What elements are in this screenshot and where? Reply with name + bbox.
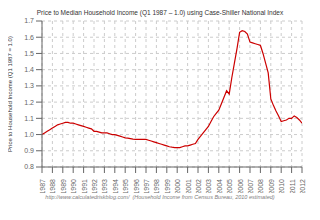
svg-text:2009: 2009: [268, 179, 275, 193]
svg-text:2007: 2007: [247, 179, 254, 193]
svg-text:1.1: 1.1: [24, 115, 34, 122]
svg-text:2012: 2012: [299, 179, 306, 193]
svg-text:1.5: 1.5: [24, 50, 34, 57]
svg-text:1.2: 1.2: [24, 99, 34, 106]
svg-text:2004: 2004: [216, 179, 223, 193]
svg-text:2008: 2008: [257, 179, 264, 193]
svg-text:2011: 2011: [289, 179, 296, 193]
svg-text:1987: 1987: [39, 179, 46, 193]
svg-text:1990: 1990: [70, 179, 77, 193]
svg-text:2005: 2005: [226, 179, 233, 193]
svg-text:1995: 1995: [122, 179, 129, 193]
svg-text:2001: 2001: [185, 179, 192, 193]
svg-text:2003: 2003: [205, 179, 212, 193]
svg-text:1997: 1997: [143, 179, 150, 193]
svg-text:1.6: 1.6: [24, 34, 34, 41]
svg-text:1.7: 1.7: [24, 17, 34, 24]
svg-text:0.8: 0.8: [24, 163, 34, 170]
svg-text:Price to Household Income (Q1: Price to Household Income (Q1 1987 = 1.0…: [8, 36, 13, 152]
svg-text:1992: 1992: [91, 179, 98, 193]
svg-text:1998: 1998: [153, 179, 160, 193]
svg-text:1988: 1988: [49, 179, 56, 193]
svg-text:2006: 2006: [237, 179, 244, 193]
svg-text:1.3: 1.3: [24, 82, 34, 89]
html-text:http://www.calculatedriskblog.: http://www.calculatedriskblog.com/ (Hous…: [45, 194, 275, 200]
svg-text:2000: 2000: [174, 179, 181, 193]
html-text:Price to Median Household Inco: Price to Median Household Income (Q1 198…: [36, 9, 284, 16]
svg-text:1991: 1991: [81, 179, 88, 193]
svg-text:1.0: 1.0: [24, 131, 34, 138]
svg-text:1.4: 1.4: [24, 66, 34, 73]
svg-text:1996: 1996: [133, 179, 140, 193]
svg-text:1999: 1999: [164, 179, 171, 193]
svg-text:2010: 2010: [278, 179, 285, 193]
svg-text:1993: 1993: [101, 179, 108, 193]
svg-text:1989: 1989: [60, 179, 67, 193]
svg-text:2002: 2002: [195, 179, 202, 193]
svg-text:0.9: 0.9: [24, 147, 34, 154]
svg-text:1994: 1994: [112, 179, 119, 193]
